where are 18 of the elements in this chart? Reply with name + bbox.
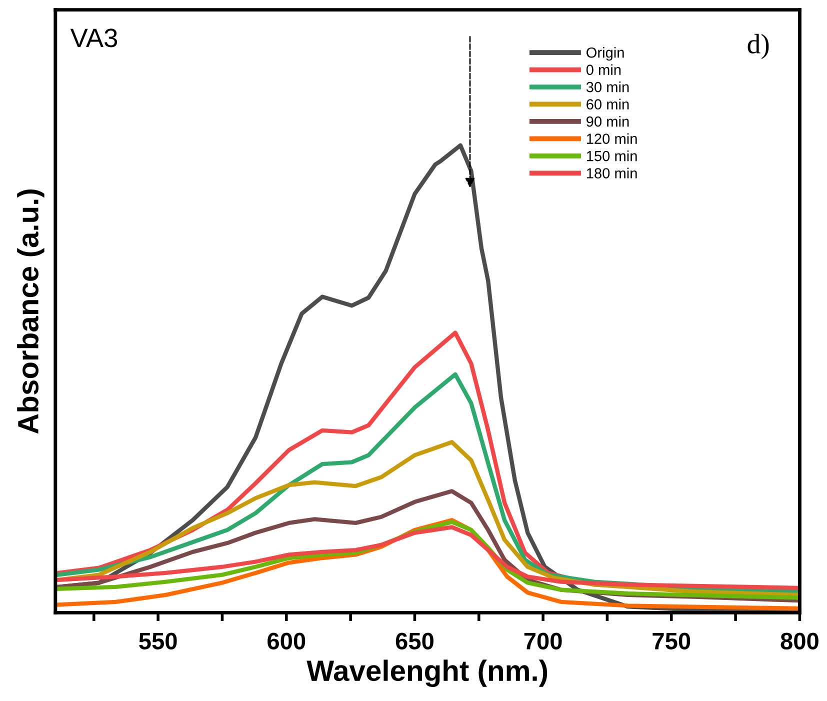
- legend-label: 150 min: [586, 150, 637, 162]
- text: VA3: [70, 28, 118, 48]
- legend-label: Origin: [586, 47, 624, 61]
- x-tick-label: 550: [139, 632, 177, 650]
- legend-label: 90 min: [586, 116, 629, 127]
- legend-label: 30 min: [586, 82, 629, 92]
- legend-label: 0 min: [586, 64, 621, 76]
- y-axis-title: Absorbance (a.u.): [17, 190, 44, 434]
- x-tick-label: 750: [652, 632, 690, 650]
- text: d): [748, 34, 769, 60]
- legend-label: 120 min: [586, 133, 637, 144]
- x-tick-label: 800: [780, 632, 818, 650]
- legend-label: 180 min: [586, 168, 637, 178]
- x-tick-label: 700: [524, 632, 562, 650]
- legend-label: 60 min: [586, 98, 629, 110]
- x-axis-title: Wavelenght (nm.): [306, 660, 548, 687]
- x-tick-label: 650: [396, 632, 434, 650]
- x-tick-label: 600: [268, 632, 306, 650]
